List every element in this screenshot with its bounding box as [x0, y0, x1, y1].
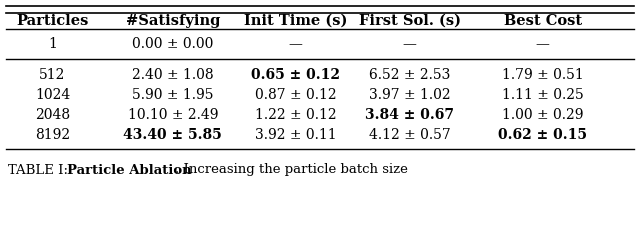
- Text: 1: 1: [48, 37, 57, 51]
- Text: 0.62 ± 0.15: 0.62 ± 0.15: [498, 128, 588, 142]
- Text: Particles: Particles: [16, 14, 89, 28]
- Text: 1024: 1024: [35, 88, 70, 102]
- Text: First Sol. (s): First Sol. (s): [358, 14, 461, 28]
- Text: —: —: [536, 37, 550, 51]
- Text: 1.11 ± 0.25: 1.11 ± 0.25: [502, 88, 584, 102]
- Text: 0.00 ± 0.00: 0.00 ± 0.00: [132, 37, 214, 51]
- Text: 3.97 ± 1.02: 3.97 ± 1.02: [369, 88, 451, 102]
- Text: 43.40 ± 5.85: 43.40 ± 5.85: [124, 128, 222, 142]
- Text: 10.10 ± 2.49: 10.10 ± 2.49: [127, 108, 218, 122]
- Text: #Satisfying: #Satisfying: [125, 14, 220, 28]
- Text: 1.22 ± 0.12: 1.22 ± 0.12: [255, 108, 337, 122]
- Text: 1.00 ± 0.29: 1.00 ± 0.29: [502, 108, 584, 122]
- Text: Best Cost: Best Cost: [504, 14, 582, 28]
- Text: 4.12 ± 0.57: 4.12 ± 0.57: [369, 128, 451, 142]
- Text: 1.79 ± 0.51: 1.79 ± 0.51: [502, 68, 584, 82]
- Text: 5.90 ± 1.95: 5.90 ± 1.95: [132, 88, 214, 102]
- Text: —: —: [289, 37, 303, 51]
- Text: 8192: 8192: [35, 128, 70, 142]
- Text: Particle Ablation: Particle Ablation: [67, 164, 192, 176]
- Text: 6.52 ± 2.53: 6.52 ± 2.53: [369, 68, 451, 82]
- Text: 2048: 2048: [35, 108, 70, 122]
- Text: 512: 512: [39, 68, 66, 82]
- Text: 3.92 ± 0.11: 3.92 ± 0.11: [255, 128, 337, 142]
- Text: 3.84 ± 0.67: 3.84 ± 0.67: [365, 108, 454, 122]
- Text: —: —: [403, 37, 417, 51]
- Text: Init Time (s): Init Time (s): [244, 14, 348, 28]
- Text: . Increasing the particle batch size: . Increasing the particle batch size: [175, 164, 408, 176]
- Text: 2.40 ± 1.08: 2.40 ± 1.08: [132, 68, 214, 82]
- Text: 0.65 ± 0.12: 0.65 ± 0.12: [251, 68, 340, 82]
- Text: TABLE I:: TABLE I:: [8, 164, 72, 176]
- Text: 0.87 ± 0.12: 0.87 ± 0.12: [255, 88, 337, 102]
